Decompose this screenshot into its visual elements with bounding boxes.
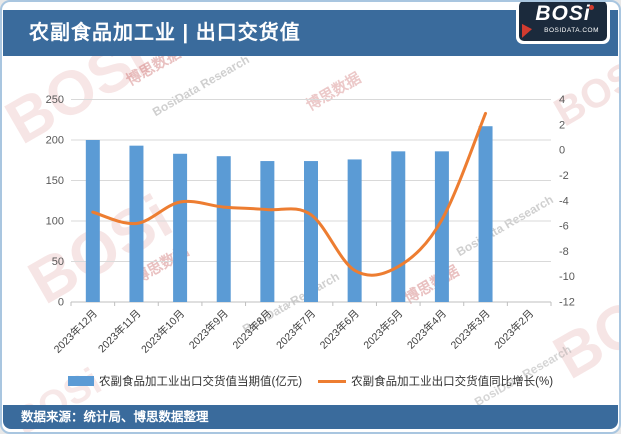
x-category-label: 2023年10月 — [138, 307, 187, 356]
right-axis-tick-label: -12 — [559, 297, 575, 309]
logo-dot-icon — [589, 5, 594, 10]
data-source: 数据来源：统计局、博思数据整理 — [21, 410, 209, 424]
left-axis-tick-label: 100 — [46, 216, 64, 228]
bar — [434, 151, 449, 302]
left-axis-tick-label: 50 — [52, 256, 64, 268]
logo-triangle-icon — [522, 22, 532, 38]
x-category-label: 2023年11月 — [95, 307, 143, 355]
bar — [173, 153, 188, 302]
bar — [304, 161, 318, 302]
x-category-label: 2023年12月 — [51, 307, 100, 356]
x-category-label: 2023年9月 — [186, 307, 231, 352]
x-category-label: 2023年4月 — [404, 307, 449, 352]
left-axis-tick-label: 150 — [46, 175, 64, 187]
x-category-label: 2023年7月 — [273, 307, 318, 352]
legend-item-line: 农副食品加工业出口交货值同比增长(%) — [318, 373, 553, 389]
x-category-label: 2023年8月 — [230, 307, 275, 352]
logo-subtext: BOSIDATA.COM — [544, 27, 599, 34]
bar — [478, 126, 493, 302]
right-axis-tick-label: 2 — [559, 119, 565, 131]
x-category-label: 2023年5月 — [361, 307, 406, 352]
growth-line — [91, 111, 487, 277]
bar-swatch-icon — [67, 376, 94, 386]
x-category-label: 2023年6月 — [317, 307, 362, 352]
bosi-logo-inner: BOSi BOSIDATA.COM — [519, 2, 607, 41]
legend-label-line: 农副食品加工业出口交货值同比增长(%) — [351, 376, 554, 388]
x-category-label: 2023年2月 — [492, 307, 537, 352]
header-bar: 农副食品加工业 | 出口交货值 — [3, 10, 618, 56]
bar — [391, 151, 406, 302]
legend-label-bar: 农副食品加工业出口交货值当期值(亿元) — [98, 376, 303, 388]
footer-bar: 数据来源：统计局、博思数据整理 — [3, 405, 618, 429]
bar — [85, 140, 100, 302]
bar — [347, 159, 362, 302]
legend-item-bar: 农副食品加工业出口交货值当期值(亿元) — [67, 373, 303, 389]
right-axis-tick-label: -2 — [559, 170, 569, 182]
right-axis-tick-label: -6 — [559, 221, 569, 233]
chart-legend: 农副食品加工业出口交货值当期值(亿元) 农副食品加工业出口交货值同比增长(%) — [2, 373, 619, 389]
bar — [216, 156, 231, 302]
left-axis-tick-label: 200 — [46, 135, 64, 147]
left-axis-tick-label: 250 — [46, 94, 64, 106]
right-axis-tick-label: -4 — [559, 195, 569, 207]
x-category-label: 2023年3月 — [448, 307, 493, 352]
left-axis-tick-label: 0 — [58, 297, 64, 309]
right-axis-tick-label: 0 — [559, 145, 565, 157]
right-axis-tick-label: -10 — [559, 271, 575, 283]
right-axis-tick-label: 4 — [559, 94, 565, 106]
logo-text: BOSi — [535, 2, 591, 25]
right-axis-tick-label: -8 — [559, 246, 569, 258]
page-title: 农副食品加工业 | 出口交货值 — [29, 22, 301, 44]
line-swatch-icon — [318, 379, 347, 383]
bar — [260, 161, 275, 302]
bosi-logo: BOSi BOSIDATA.COM — [516, 2, 610, 44]
